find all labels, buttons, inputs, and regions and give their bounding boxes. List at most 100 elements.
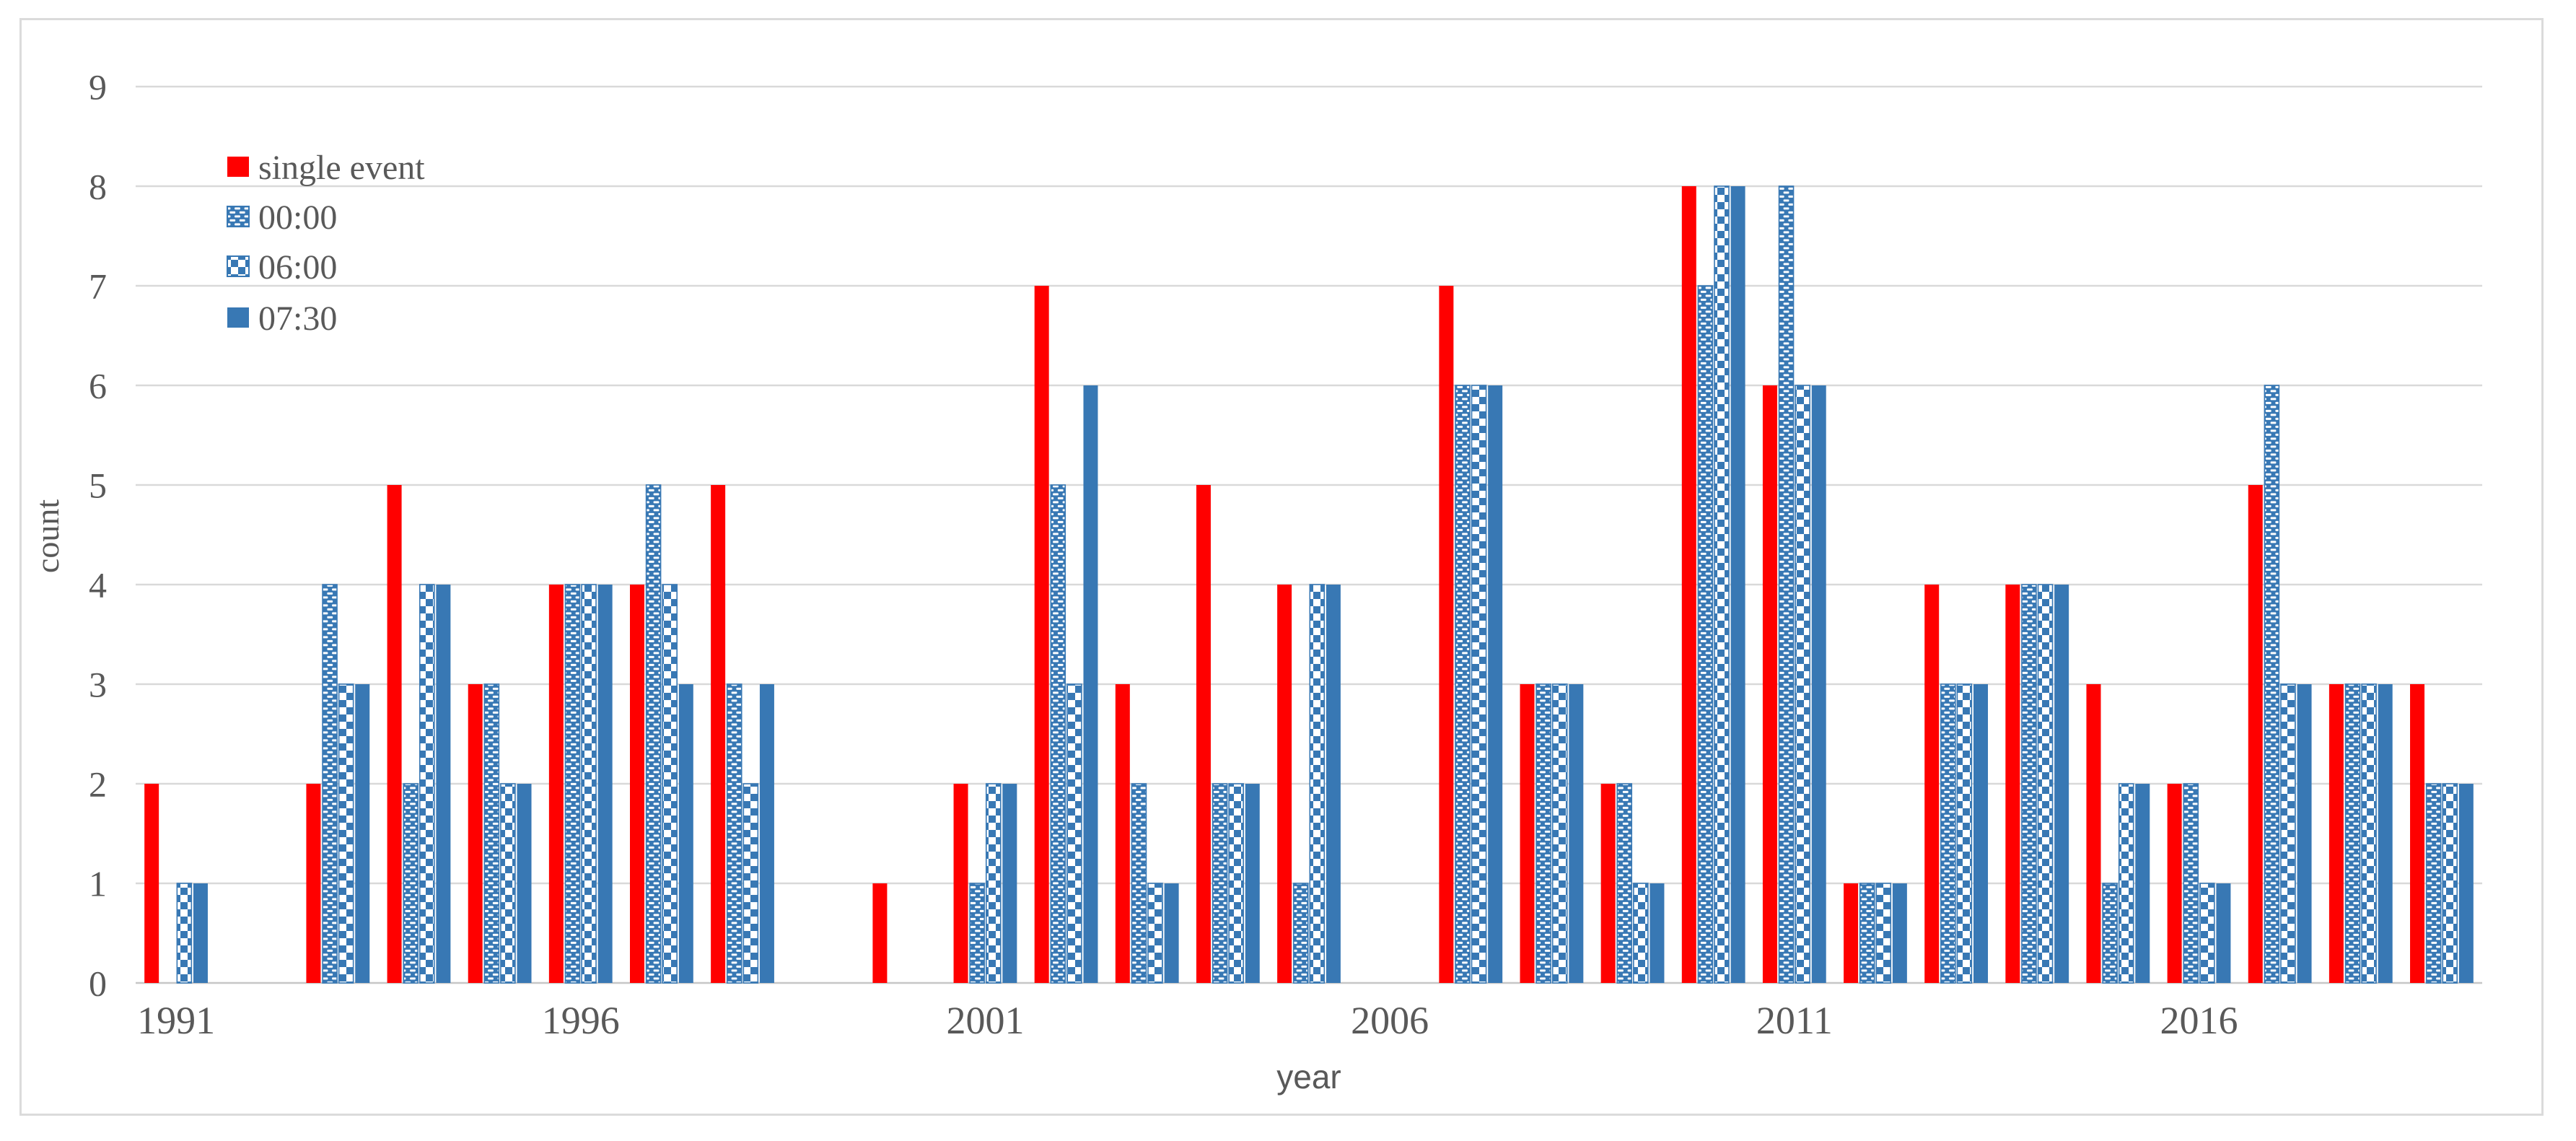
bar-2005-07-30 xyxy=(1326,585,1341,983)
bar-1994-07-30 xyxy=(436,585,451,983)
bar-2012-single-event xyxy=(1844,883,1859,983)
y-tick-label: 4 xyxy=(89,565,107,606)
y-tick-label: 7 xyxy=(89,266,107,307)
bar-1998-06-00 xyxy=(742,783,759,984)
y-tick-label: 0 xyxy=(89,963,107,1004)
chart-border xyxy=(19,18,2544,1116)
bar-2001-00-00 xyxy=(969,883,985,984)
bar-2013-07-30 xyxy=(1973,684,1989,983)
y-tick-label: 3 xyxy=(89,665,107,705)
bar-1993-00-00 xyxy=(322,584,338,984)
bar-1994-single-event xyxy=(387,485,402,983)
bar-2019-07-30 xyxy=(2458,784,2474,983)
y-axis-tick-labels: 0 1 2 3 4 5 6 7 8 9 xyxy=(89,67,107,1004)
bar-2004-07-30 xyxy=(1245,784,1260,983)
bar-2005-single-event xyxy=(1277,585,1292,983)
x-axis-title: year xyxy=(1276,1058,1341,1096)
bar-2003-00-00 xyxy=(1131,783,1147,984)
bar-2010-06-00 xyxy=(1714,185,1730,984)
bar-2018-00-00 xyxy=(2344,683,2361,984)
bar-2005-00-00 xyxy=(1292,883,1309,984)
bar-2009-00-00 xyxy=(1616,783,1633,984)
bar-2001-07-30 xyxy=(1002,784,1017,983)
bars xyxy=(144,185,2474,984)
bar-1998-single-event xyxy=(711,485,726,983)
bar-2007-00-00 xyxy=(1455,385,1471,984)
legend-swatch-06-00 xyxy=(227,255,250,277)
bar-2018-06-00 xyxy=(2361,683,2377,984)
bar-2017-07-30 xyxy=(2297,684,2312,983)
bar-2013-00-00 xyxy=(1940,683,1956,984)
bar-2004-06-00 xyxy=(1228,783,1244,984)
bar-2011-00-00 xyxy=(1778,185,1795,984)
bar-2018-single-event xyxy=(2329,684,2344,983)
bar-2014-06-00 xyxy=(2037,584,2054,984)
x-tick-label: 1996 xyxy=(542,999,620,1042)
bar-2009-07-30 xyxy=(1650,883,1665,983)
bar-1995-07-30 xyxy=(517,784,532,983)
bar-2008-00-00 xyxy=(1535,683,1551,984)
bar-2011-06-00 xyxy=(1795,385,1810,984)
bar-1991-07-30 xyxy=(193,883,208,983)
bar-2008-single-event xyxy=(1520,684,1535,983)
bar-1996-00-00 xyxy=(564,584,581,984)
bar-2008-07-30 xyxy=(1569,684,1584,983)
bar-2003-07-30 xyxy=(1164,883,1179,983)
bar-2011-07-30 xyxy=(1811,385,1826,983)
y-tick-label: 2 xyxy=(89,764,107,805)
bar-1997-06-00 xyxy=(662,584,678,984)
bar-1997-07-30 xyxy=(678,684,693,983)
bar-2002-06-00 xyxy=(1066,683,1082,984)
bar-2018-07-30 xyxy=(2378,684,2393,983)
y-axis-title: count xyxy=(29,499,66,573)
bar-1995-single-event xyxy=(468,684,483,983)
bar-2015-07-30 xyxy=(2135,784,2150,983)
bar-2014-single-event xyxy=(2005,585,2020,983)
y-tick-label: 1 xyxy=(89,864,107,904)
y-tick-label: 5 xyxy=(89,465,107,506)
bar-1996-single-event xyxy=(548,585,564,983)
legend-swatch-single-event xyxy=(227,157,249,177)
bar-1993-single-event xyxy=(306,784,321,983)
bar-2016-00-00 xyxy=(2183,783,2199,984)
bar-1998-00-00 xyxy=(726,683,742,984)
bar-2013-single-event xyxy=(1924,585,1940,983)
x-tick-label: 2011 xyxy=(1756,999,1833,1042)
bar-2010-00-00 xyxy=(1697,285,1714,984)
bar-2003-single-event xyxy=(1115,684,1130,983)
bar-2002-single-event xyxy=(1034,286,1049,983)
bar-1991-single-event xyxy=(144,784,159,983)
bar-1991-06-00 xyxy=(176,883,193,984)
bar-2019-00-00 xyxy=(2425,783,2442,984)
x-tick-label: 2006 xyxy=(1351,999,1429,1042)
bar-1996-06-00 xyxy=(581,584,597,984)
bar-2002-00-00 xyxy=(1050,484,1066,984)
bar-2002-07-30 xyxy=(1083,385,1098,983)
bar-1993-07-30 xyxy=(355,684,370,983)
bar-2017-single-event xyxy=(2248,485,2263,983)
x-tick-label: 2016 xyxy=(2160,999,2238,1042)
bar-2019-06-00 xyxy=(2442,783,2458,984)
y-tick-label: 9 xyxy=(89,67,107,108)
legend-swatch-00-00 xyxy=(227,206,250,227)
bar-2014-00-00 xyxy=(2021,584,2037,984)
bar-2017-06-00 xyxy=(2280,683,2296,984)
x-tick-label: 1991 xyxy=(137,999,215,1042)
bar-2015-single-event xyxy=(2086,684,2101,983)
bar-2001-single-event xyxy=(953,784,968,983)
bar-2008-06-00 xyxy=(1551,683,1568,984)
bar-1995-00-00 xyxy=(483,683,500,984)
bar-1994-06-00 xyxy=(419,584,435,984)
bar-2019-single-event xyxy=(2410,684,2425,983)
bar-1998-07-30 xyxy=(759,684,774,983)
bar-2001-06-00 xyxy=(985,783,1002,984)
x-axis-tick-labels: 1991 1996 2001 2006 2011 2016 xyxy=(137,999,2238,1042)
legend-label: 06:00 xyxy=(258,248,337,287)
y-tick-label: 8 xyxy=(89,167,107,207)
bar-2016-06-00 xyxy=(2199,883,2215,984)
bar-1993-06-00 xyxy=(338,683,354,984)
x-tick-label: 2001 xyxy=(946,999,1024,1042)
legend-label: single event xyxy=(258,149,425,187)
bar-2007-07-30 xyxy=(1488,385,1503,983)
